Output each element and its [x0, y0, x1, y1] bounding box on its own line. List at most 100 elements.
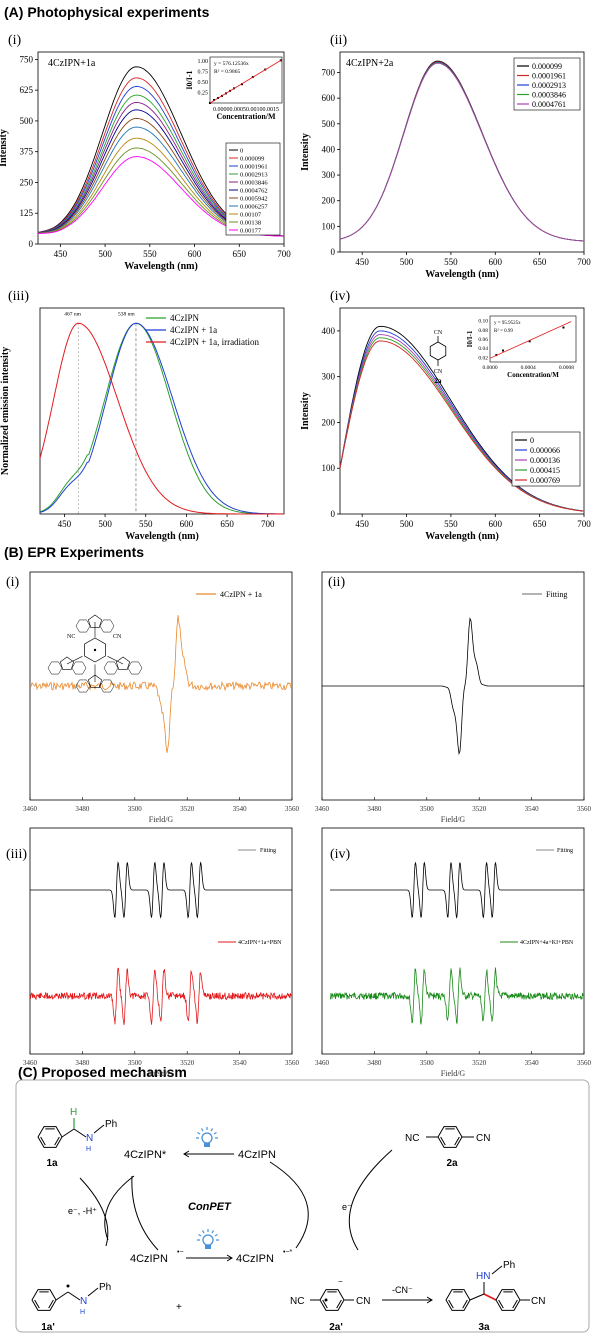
inset-x-label: Concentration/M [507, 371, 559, 379]
legend-entry: 0 [530, 436, 534, 445]
x-tick-label: 650 [220, 519, 234, 529]
inset-y-tick: 0.06 [478, 337, 488, 343]
x-tick-label: 3520 [180, 1059, 195, 1067]
inset-point [501, 349, 504, 352]
series-line [339, 62, 584, 242]
2a-prime-radical-dot [324, 1298, 328, 1302]
section-title-c: (C) Proposed mechanism [18, 1064, 187, 1080]
x-axis-label: Wavelength (nm) [425, 531, 499, 542]
inset-equation: y = 95.9525x [494, 321, 521, 326]
y-tick-label: 400 [322, 326, 336, 336]
cz-dianion-label: 4CzIPN [236, 1253, 274, 1265]
inset-y-tick: 0.75 [198, 70, 209, 76]
carbazole-ring [75, 679, 91, 693]
inset-x-tick: 0.0008 [559, 365, 574, 371]
1a-phenyl-double-bond [54, 1136, 60, 1146]
y-axis-label: Intensity [300, 133, 311, 171]
cz-anion-sup: •− [177, 1249, 184, 1256]
series-4czipn-1a [39, 322, 284, 515]
3a-phenyl-right [495, 1289, 521, 1311]
x-tick-label: 3460 [315, 805, 330, 813]
chart-b-iii: 3460 3480 3500 3520 3540 3560 Field/G (iii) Fitt… [6, 827, 300, 1078]
inset-y-tick: 0.02 [478, 355, 488, 361]
annotation-538: 538 nm [118, 311, 135, 317]
carbazole-core [59, 656, 75, 670]
x-tick-label: 3500 [420, 805, 435, 813]
1a-ph-label: Ph [105, 1119, 117, 1130]
legend-entry: 0.0002913 [240, 172, 268, 179]
y-tick-label: 375 [20, 147, 34, 157]
y-tick-label: 200 [322, 417, 336, 427]
x-tick-label: 550 [143, 249, 157, 259]
x-tick-label: 450 [54, 249, 68, 259]
bulb-top [196, 1127, 218, 1147]
bulb-ray [210, 1128, 214, 1132]
annotation-467: 467 nm [64, 311, 81, 317]
carbazole-core [115, 656, 131, 670]
cz-anion-label: 4CzIPN [130, 1253, 168, 1265]
3a-hn-label: HN [476, 1271, 490, 1282]
1a-prime-n-label: N [80, 1296, 87, 1307]
panel-label-b4: (iv) [330, 847, 351, 862]
legend-entry: 0.0002913 [532, 81, 566, 90]
inset-y-tick: 0.50 [198, 80, 209, 86]
radical-dot [93, 648, 97, 652]
legend-entry: 0.000769 [530, 476, 560, 485]
cz-top-label: 4CzIPN [238, 1149, 276, 1161]
epr-fitting-trace [30, 861, 292, 919]
x-tick-label: 3560 [285, 1059, 300, 1067]
x-tick-label: 600 [489, 257, 503, 267]
legend-entry: 0.0005942 [240, 196, 268, 203]
y-tick-label: 700 [322, 68, 336, 78]
y-tick-label: 750 [20, 54, 34, 64]
inset-r2: R² = 0.99 [494, 328, 513, 334]
left-arc-sub [79, 1177, 109, 1247]
x-axis-label: Field/G [441, 1069, 466, 1078]
x-tick-label: 3540 [233, 1059, 248, 1067]
x-tick-label: 450 [355, 519, 369, 529]
panel-label-a2: (ii) [330, 33, 347, 48]
inset-y-label: I0/I-1 [185, 70, 194, 89]
inset-y-tick: 1.00 [198, 59, 209, 65]
y-tick-label: 500 [322, 119, 336, 129]
2a-ring-double-bond [454, 1136, 460, 1146]
legend-entry: 0.00177 [240, 228, 262, 235]
inset-y-label: I0/I-1 [466, 330, 474, 347]
inset-equation: y = 576.12536x [214, 61, 249, 67]
epr-fitting-trace [330, 861, 584, 919]
inset-y-tick: 0.10 [478, 319, 488, 325]
y-tick-label: 100 [322, 221, 336, 231]
x-tick-label: 3480 [75, 1059, 90, 1067]
carbazole-ring [127, 661, 143, 675]
legend-entry: 0.00107 [240, 212, 262, 219]
chart-b-i: 3460 3480 3500 3520 3540 3560 Field/G (i) 4CzIPN… [6, 571, 300, 824]
1a-bond-nph [93, 1124, 105, 1134]
panel-label-a3: (iii) [8, 289, 29, 304]
plot-frame [37, 51, 285, 245]
x-tick-label: 3520 [472, 1059, 487, 1067]
x-tick-label: 3500 [128, 1059, 143, 1067]
mechanism-frame [15, 1079, 590, 1333]
x-axis-label: Field/G [441, 815, 466, 824]
legend-entry: 0.0001961 [532, 72, 566, 81]
cn-loss-label: -CN⁻ [392, 1285, 413, 1295]
epr-trace [29, 615, 293, 753]
section-title-b: (B) EPR Experiments [4, 544, 145, 560]
x-tick-label: 600 [180, 519, 194, 529]
chart-a-iii: 450 500 550 600 650 700 Wavelength (nm) Normali… [0, 307, 285, 542]
1a-bond-cn [73, 1128, 87, 1138]
legend-entry: Fitting [546, 590, 567, 599]
plot-frame [321, 827, 585, 1055]
legend-entry: 4CzIPN + 1a, irradiation [170, 337, 260, 347]
1a-prime-h-sub: H [80, 1309, 85, 1316]
inset-y-tick: 0.08 [478, 328, 488, 334]
inset-fit-line [209, 60, 282, 104]
legend-entry: 4CzIPN + 1a [170, 325, 217, 335]
x-tick-label: 500 [400, 519, 414, 529]
bulb-ray [200, 1128, 204, 1132]
series-4czipn [39, 322, 284, 515]
bond [107, 656, 124, 665]
